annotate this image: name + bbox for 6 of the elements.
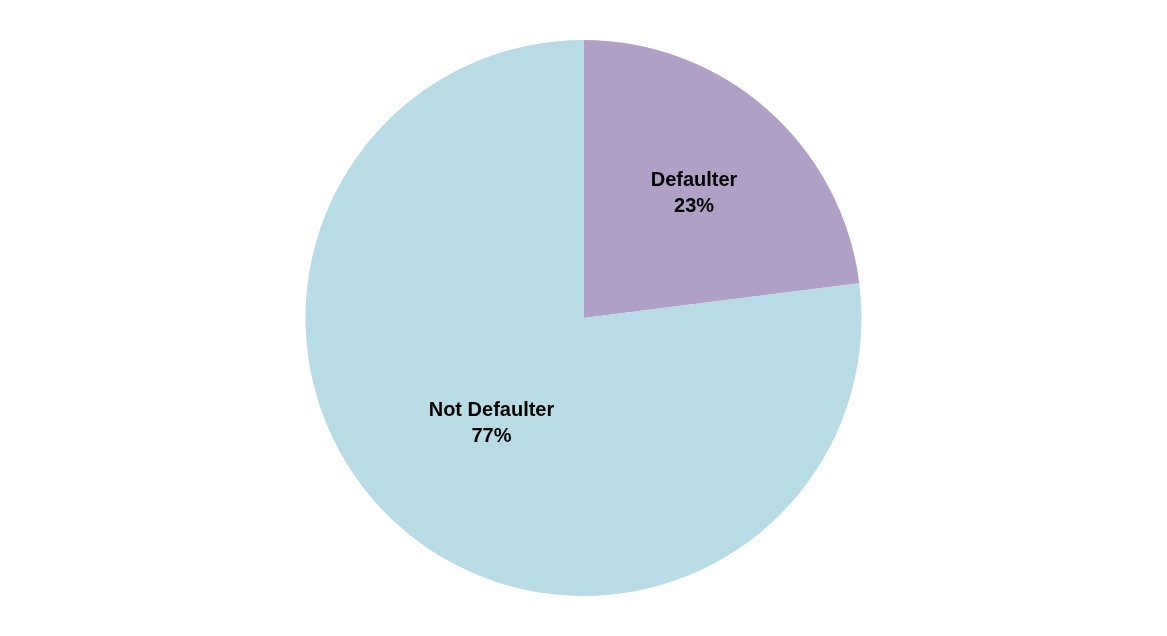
data-label: 23% bbox=[674, 194, 715, 217]
pie-slice bbox=[583, 40, 860, 318]
data-label: 77% bbox=[471, 424, 512, 447]
slice-label: Defaulter bbox=[650, 168, 738, 191]
pie-slice bbox=[305, 40, 862, 596]
slice-label: Not Defaulter bbox=[428, 398, 555, 421]
